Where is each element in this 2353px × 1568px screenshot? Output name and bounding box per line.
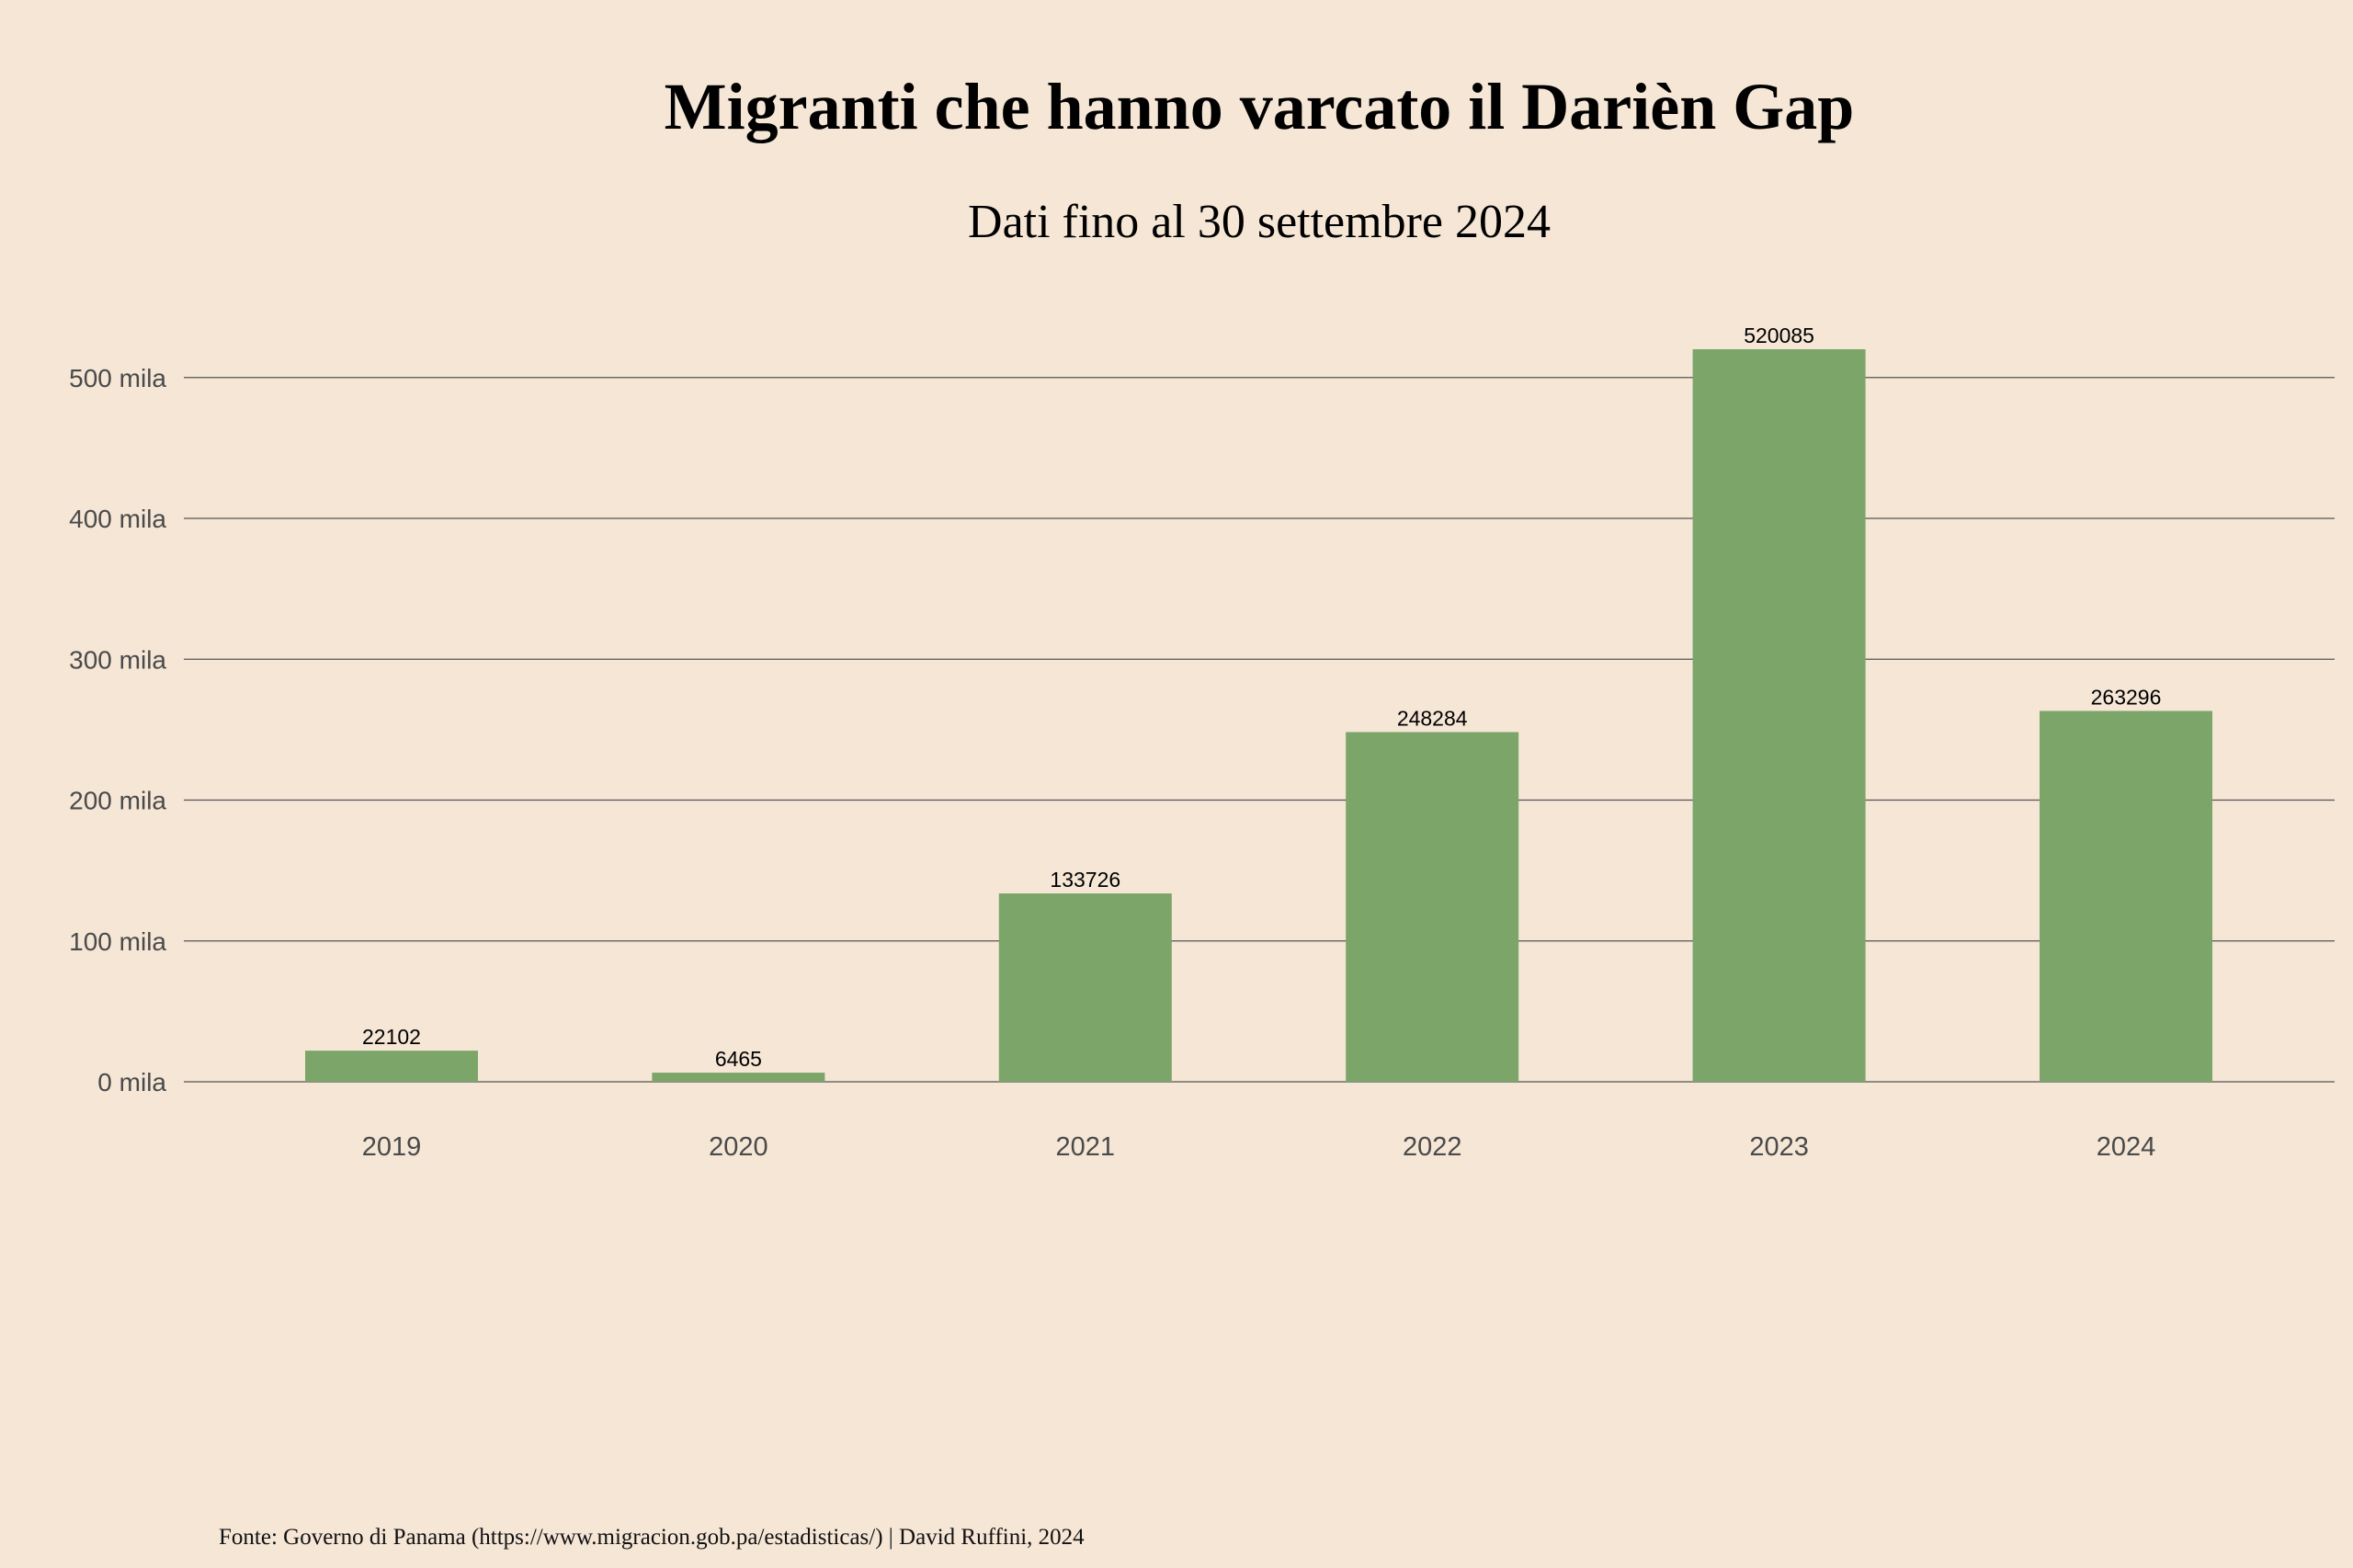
bar-2023 bbox=[1692, 349, 1866, 1082]
data-labels: 22102 6465 133726 248284 520085 263296 bbox=[362, 324, 2161, 1071]
y-axis-ticks: 0 mila 100 mila 200 mila 300 mila 400 mila 50… bbox=[69, 364, 166, 1096]
gridlines bbox=[184, 377, 2335, 1083]
x-tick-label-2020: 2020 bbox=[709, 1132, 768, 1162]
chart-title: Migranti che hanno varcato il Darièn Gap bbox=[665, 70, 1855, 143]
y-tick-label-0: 0 mila bbox=[97, 1068, 166, 1096]
y-tick-label-3: 300 mila bbox=[69, 645, 166, 674]
x-tick-label-2022: 2022 bbox=[1403, 1132, 1462, 1162]
chart-subtitle: Dati fino al 30 settembre 2024 bbox=[968, 196, 1551, 248]
x-tick-label-2019: 2019 bbox=[362, 1132, 422, 1162]
x-tick-label-2023: 2023 bbox=[1749, 1132, 1809, 1162]
data-label-2019: 22102 bbox=[362, 1025, 421, 1049]
y-tick-label-4: 400 mila bbox=[69, 505, 166, 533]
source-note: Fonte: Governo di Panama (https://www.mi… bbox=[219, 1525, 1085, 1550]
data-label-2021: 133726 bbox=[1050, 868, 1120, 892]
bar-2022 bbox=[1346, 732, 1519, 1082]
bar-2021 bbox=[998, 893, 1172, 1082]
y-tick-label-5: 500 mila bbox=[69, 364, 166, 392]
bar-2019 bbox=[305, 1051, 478, 1082]
y-tick-label-2: 200 mila bbox=[69, 787, 166, 815]
data-label-2022: 248284 bbox=[1397, 707, 1468, 731]
x-tick-label-2024: 2024 bbox=[2097, 1132, 2156, 1162]
y-tick-label-1: 100 mila bbox=[69, 927, 166, 956]
x-axis-ticks: 2019 2020 2021 2022 2023 2024 bbox=[362, 1132, 2156, 1162]
data-label-2024: 263296 bbox=[2091, 686, 2162, 710]
bar-2024 bbox=[2040, 710, 2212, 1082]
data-label-2023: 520085 bbox=[1744, 324, 1814, 347]
data-label-2020: 6465 bbox=[715, 1047, 762, 1071]
bars bbox=[305, 349, 2212, 1082]
bar-2020 bbox=[652, 1073, 825, 1082]
x-tick-label-2021: 2021 bbox=[1056, 1132, 1116, 1162]
